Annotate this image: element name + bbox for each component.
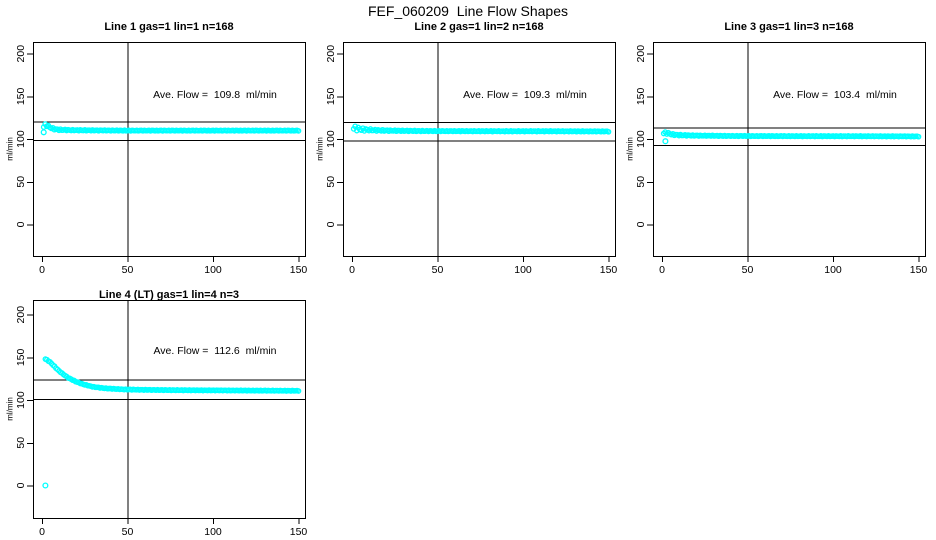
y-axis-unit-label: ml/min xyxy=(626,137,635,161)
y-tick-label: 50 xyxy=(325,176,337,188)
y-tick-label: 100 xyxy=(15,130,27,148)
x-tick-label: 150 xyxy=(290,264,308,276)
x-tick-label: 100 xyxy=(824,264,842,276)
x-tick-label: 0 xyxy=(349,264,355,276)
y-tick-label: 100 xyxy=(635,130,647,148)
x-tick-label: 50 xyxy=(742,264,754,276)
data-points xyxy=(660,129,922,145)
x-axis: 0 50 100 150 xyxy=(39,256,307,276)
subplot-line2: 0 50 100 150 0 50 100 150 200 ml/min xyxy=(316,42,617,276)
subplot-title-line4: Line 4 (LT) gas=1 lin=4 n=3 xyxy=(98,289,240,301)
subplot-line3: 0 50 100 150 0 50 100 150 200 ml/min xyxy=(626,42,927,276)
y-axis: 0 50 100 150 200 xyxy=(325,45,343,227)
y-tick-label: 150 xyxy=(325,87,337,105)
outlier-point xyxy=(662,138,669,145)
x-tick-label: 0 xyxy=(39,526,45,538)
x-tick-label: 0 xyxy=(39,264,45,276)
y-tick-label: 50 xyxy=(635,176,647,188)
ave-flow-annotation-line4: Ave. Flow = 112.6 ml/min xyxy=(153,345,277,357)
x-tick-label: 100 xyxy=(204,264,222,276)
y-tick-label: 200 xyxy=(15,45,27,63)
plot-box xyxy=(33,300,306,519)
y-axis-unit-label: ml/min xyxy=(316,137,325,161)
ave-flow-annotation-line3: Ave. Flow = 103.4 ml/min xyxy=(773,89,897,101)
x-tick-label: 50 xyxy=(432,264,444,276)
x-tick-label: 100 xyxy=(514,264,532,276)
y-tick-label: 200 xyxy=(635,45,647,63)
x-axis: 0 50 100 150 xyxy=(659,256,927,276)
x-tick-label: 50 xyxy=(122,526,134,538)
y-axis: 0 50 100 150 200 xyxy=(635,45,653,227)
subplot-line1: 0 50 100 150 0 50 100 150 200 ml/min xyxy=(6,42,307,276)
x-tick-label: 100 xyxy=(204,526,222,538)
y-axis-unit-label: ml/min xyxy=(6,397,15,421)
y-axis-unit-label: ml/min xyxy=(6,137,15,161)
x-tick-label: 50 xyxy=(122,264,134,276)
x-tick-label: 150 xyxy=(600,264,618,276)
outlier-point xyxy=(42,482,49,489)
ave-flow-annotation-line1: Ave. Flow = 109.8 ml/min xyxy=(153,89,277,101)
y-axis: 0 50 100 150 200 xyxy=(15,45,33,227)
y-tick-label: 200 xyxy=(15,306,27,324)
y-axis: 0 50 100 150 200 xyxy=(15,306,33,488)
y-tick-label: 0 xyxy=(635,221,647,227)
y-tick-label: 0 xyxy=(325,221,337,227)
y-tick-label: 100 xyxy=(15,391,27,409)
y-tick-label: 50 xyxy=(15,176,27,188)
data-points xyxy=(42,356,302,489)
plot-box xyxy=(653,42,926,257)
x-tick-label: 150 xyxy=(290,526,308,538)
data-points xyxy=(40,121,302,136)
main-title: FEF_060209 Line Flow Shapes xyxy=(367,3,569,19)
y-tick-label: 150 xyxy=(15,87,27,105)
x-tick-label: 150 xyxy=(910,264,928,276)
subplot-line4: 0 50 100 150 0 50 100 150 200 ml/min xyxy=(6,300,307,538)
y-tick-label: 0 xyxy=(15,482,27,488)
ave-flow-annotation-line2: Ave. Flow = 109.3 ml/min xyxy=(463,89,587,101)
y-tick-label: 50 xyxy=(15,437,27,449)
x-axis: 0 50 100 150 xyxy=(39,518,307,538)
data-points xyxy=(350,123,612,135)
subplot-title-line2: Line 2 gas=1 lin=2 n=168 xyxy=(414,21,544,33)
plot-box xyxy=(343,42,616,257)
y-tick-label: 200 xyxy=(325,45,337,63)
y-tick-label: 0 xyxy=(15,221,27,227)
y-tick-label: 100 xyxy=(325,130,337,148)
y-tick-label: 150 xyxy=(635,87,647,105)
subplot-title-line3: Line 3 gas=1 lin=3 n=168 xyxy=(724,21,854,33)
y-tick-label: 150 xyxy=(15,348,27,366)
subplot-title-line1: Line 1 gas=1 lin=1 n=168 xyxy=(104,21,234,33)
plot-box xyxy=(33,42,306,257)
x-axis: 0 50 100 150 xyxy=(349,256,617,276)
outlier-point xyxy=(40,129,47,136)
x-tick-label: 0 xyxy=(659,264,665,276)
